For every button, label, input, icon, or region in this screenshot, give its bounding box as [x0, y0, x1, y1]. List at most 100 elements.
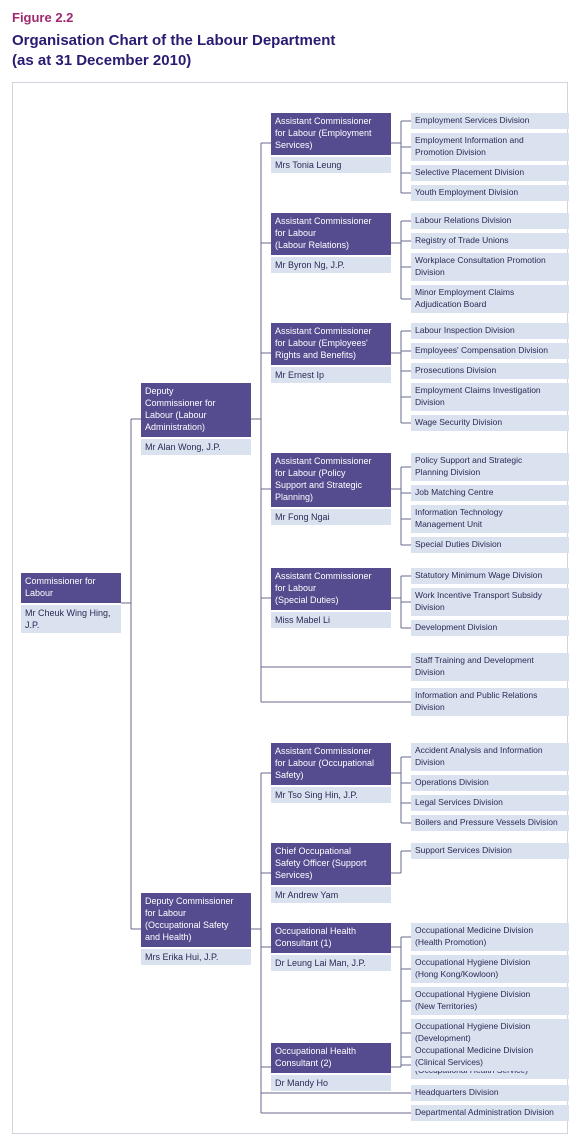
division-osh-2-3-line: (Development)	[415, 1033, 471, 1043]
division-osh-2-0-line: Occupational Medicine Division	[415, 925, 533, 935]
commissioner-role-line: Labour	[25, 588, 53, 598]
assistant-osh-0-role-line: Assistant Commissioner	[275, 746, 372, 756]
division-osh-1-0-line: Support Services Division	[415, 845, 512, 855]
assistant-osh-2-role-line: Occupational Health	[275, 926, 356, 936]
division-admin-1-3-line: Adjudication Board	[415, 299, 487, 309]
division-admin-0-1-line: Employment Information and	[415, 135, 524, 145]
assistant-admin-4-role-line: for Labour	[275, 583, 316, 593]
division-admin-4-1-line: Work Incentive Transport Subsidy	[415, 590, 543, 600]
division-admin-1-2-line: Workplace Consultation Promotion	[415, 255, 546, 265]
figure-title-line1: Organisation Chart of the Labour Departm…	[12, 32, 335, 49]
assistant-admin-0-name-line: Mrs Tonia Leung	[275, 160, 341, 170]
deputy-admin-role-line: Administration)	[145, 422, 205, 432]
assistant-admin-3-role-line: for Labour (Policy	[275, 468, 346, 478]
assistant-osh-3-role-line: Consultant (2)	[275, 1058, 332, 1068]
division-admin-4-2-line: Development Division	[415, 622, 497, 632]
assistant-admin-4-name-line: Miss Mabel Li	[275, 615, 330, 625]
assistant-osh-0-role-line: for Labour (Occupational	[275, 758, 374, 768]
division-admin-3-2-line: Management Unit	[415, 519, 483, 529]
division-admin-0-1-line: Promotion Division	[415, 147, 486, 157]
assistant-admin-2-role-line: Assistant Commissioner	[275, 326, 372, 336]
figure-number: Figure 2.2	[12, 10, 568, 25]
division-admin-0-0-line: Employment Services Division	[415, 115, 530, 125]
division-admin-2-3-line: Division	[415, 397, 445, 407]
assistant-osh-1-role-line: Services)	[275, 870, 313, 880]
division-osh-0-0-line: Division	[415, 757, 445, 767]
division-admin-0-3-line: Youth Employment Division	[415, 187, 518, 197]
deputy-admin-direct-0-line: Division	[415, 667, 445, 677]
division-admin-2-0-line: Labour Inspection Division	[415, 325, 515, 335]
deputy-admin-role-line: Commissioner for	[145, 398, 216, 408]
figure-title: Organisation Chart of the Labour Departm…	[12, 31, 568, 70]
division-osh-2-1-line: Occupational Hygiene Division	[415, 957, 531, 967]
division-admin-3-3-line: Special Duties Division	[415, 539, 502, 549]
deputy-admin-direct-1-line: Information and Public Relations	[415, 690, 537, 700]
assistant-osh-3-role-line: Occupational Health	[275, 1046, 356, 1056]
division-osh-0-1-line: Operations Division	[415, 777, 489, 787]
division-admin-2-2-line: Prosecutions Division	[415, 365, 497, 375]
assistant-osh-1-role-line: Chief Occupational	[275, 846, 351, 856]
division-admin-2-3-line: Employment Claims Investigation	[415, 385, 541, 395]
division-osh-2-2-line: Occupational Hygiene Division	[415, 989, 531, 999]
division-osh-0-0-line: Accident Analysis and Information	[415, 745, 543, 755]
division-admin-3-1-line: Job Matching Centre	[415, 487, 494, 497]
division-osh-3-0-line: Occupational Medicine Division	[415, 1045, 533, 1055]
commissioner-name-line: Mr Cheuk Wing Hing,	[25, 608, 111, 618]
commissioner-role-line: Commissioner for	[25, 576, 96, 586]
deputy-osh-role-line: for Labour	[145, 908, 186, 918]
assistant-admin-4-role-line: (Special Duties)	[275, 595, 339, 605]
division-admin-1-3-line: Minor Employment Claims	[415, 287, 514, 297]
division-osh-3-0-line: (Clinical Services)	[415, 1057, 483, 1067]
assistant-admin-1-name-line: Mr Byron Ng, J.P.	[275, 260, 345, 270]
assistant-admin-0-role-line: Assistant Commissioner	[275, 116, 372, 126]
assistant-osh-2-role-line: Consultant (1)	[275, 938, 332, 948]
assistant-admin-0-role-line: for Labour (Employment	[275, 128, 372, 138]
assistant-admin-2-role-line: for Labour (Employees'	[275, 338, 368, 348]
deputy-osh-role-line: (Occupational Safety	[145, 920, 229, 930]
org-chart-svg: Commissioner for Labour Mr Cheuk Wing Hing…	[21, 93, 569, 1123]
assistant-osh-0-name-line: Mr Tso Sing Hin, J.P.	[275, 790, 358, 800]
division-admin-1-1-line: Registry of Trade Unions	[415, 235, 509, 245]
assistant-osh-1-name-line: Mr Andrew Yam	[275, 890, 338, 900]
assistant-admin-3-name-line: Mr Fong Ngai	[275, 512, 330, 522]
deputy-osh-direct-1-line: Departmental Administration Division	[415, 1107, 554, 1117]
division-admin-0-2-line: Selective Placement Division	[415, 167, 524, 177]
deputy-osh-direct-0-line: Headquarters Division	[415, 1087, 499, 1097]
org-chart-frame: Commissioner for Labour Mr Cheuk Wing Hing…	[12, 82, 568, 1134]
assistant-admin-2-name-line: Mr Ernest Ip	[275, 370, 324, 380]
deputy-admin-name-line: Mr Alan Wong, J.P.	[145, 442, 221, 452]
division-osh-2-0-line: (Health Promotion)	[415, 937, 487, 947]
division-osh-0-2-line: Legal Services Division	[415, 797, 503, 807]
assistant-admin-3-role-line: Planning)	[275, 492, 313, 502]
division-osh-2-3-line: Occupational Hygiene Division	[415, 1021, 531, 1031]
assistant-admin-4-role-line: Assistant Commissioner	[275, 571, 372, 581]
assistant-osh-0-role-line: Safety)	[275, 770, 304, 780]
assistant-admin-3-role-line: Assistant Commissioner	[275, 456, 372, 466]
figure-title-line2: (as at 31 December 2010)	[12, 52, 191, 69]
division-admin-2-4-line: Wage Security Division	[415, 417, 502, 427]
deputy-osh-name-line: Mrs Erika Hui, J.P.	[145, 952, 218, 962]
deputy-admin-role-line: Deputy	[145, 386, 174, 396]
division-admin-3-2-line: Information Technology	[415, 507, 503, 517]
division-admin-4-1-line: Division	[415, 602, 445, 612]
division-osh-2-2-line: (New Territories)	[415, 1001, 477, 1011]
deputy-admin-direct-1-line: Division	[415, 702, 445, 712]
division-admin-1-0-line: Labour Relations Division	[415, 215, 512, 225]
deputy-admin-direct-0-line: Staff Training and Development	[415, 655, 535, 665]
deputy-admin-role-line: Labour (Labour	[145, 410, 207, 420]
assistant-admin-1-role-line: (Labour Relations)	[275, 240, 349, 250]
deputy-osh-role-line: Deputy Commissioner	[145, 896, 234, 906]
assistant-admin-1-role-line: for Labour	[275, 228, 316, 238]
commissioner-name-line: J.P.	[25, 620, 39, 630]
division-admin-4-0-line: Statutory Minimum Wage Division	[415, 570, 542, 580]
division-osh-0-3-line: Boilers and Pressure Vessels Division	[415, 817, 558, 827]
division-admin-3-0-line: Policy Support and Strategic	[415, 455, 523, 465]
assistant-osh-1-role-line: Safety Officer (Support	[275, 858, 367, 868]
assistant-admin-2-role-line: Rights and Benefits)	[275, 350, 356, 360]
assistant-admin-3-role-line: Support and Strategic	[275, 480, 363, 490]
division-admin-3-0-line: Planning Division	[415, 467, 480, 477]
assistant-osh-3-name-line: Dr Mandy Ho	[275, 1078, 328, 1088]
division-osh-2-1-line: (Hong Kong/Kowloon)	[415, 969, 498, 979]
assistant-admin-1-role-line: Assistant Commissioner	[275, 216, 372, 226]
deputy-osh-role-line: and Health)	[145, 932, 192, 942]
